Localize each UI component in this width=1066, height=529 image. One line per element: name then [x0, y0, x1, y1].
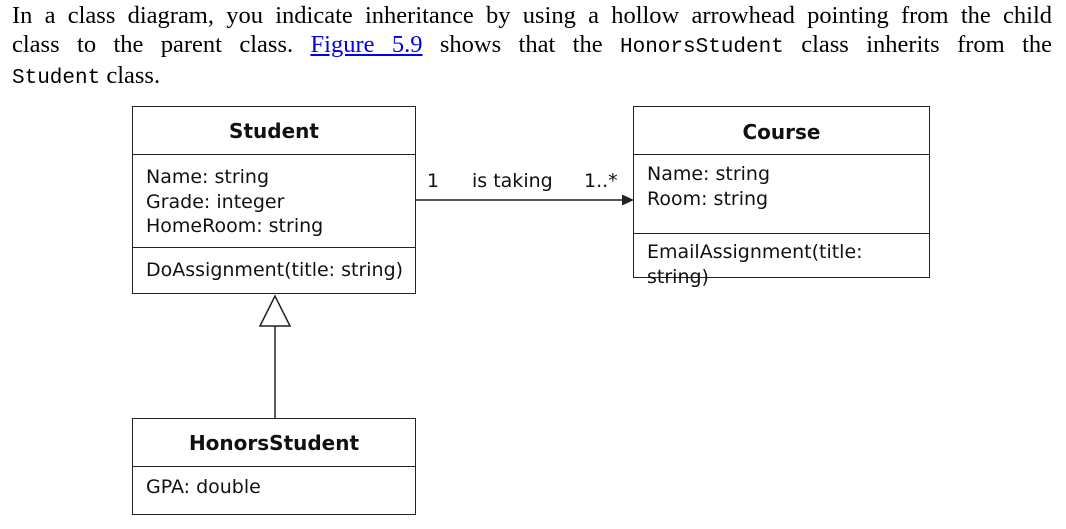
class-honorsstudent: HonorsStudent GPA: double — [132, 418, 416, 515]
class-student: Student Name: string Grade: integer Home… — [132, 106, 416, 294]
attribute: Name: string — [647, 163, 771, 185]
class-course: Course Name: string Room: string EmailAs… — [633, 106, 930, 288]
attribute-section: Name: string Room: string — [634, 155, 929, 234]
attribute: Grade: integer — [146, 190, 285, 213]
code-student: Student — [12, 67, 101, 90]
class-name: Student — [133, 107, 415, 155]
multiplicity-right: 1..* — [584, 170, 618, 192]
method: EmailAssignment(title: string) — [647, 241, 863, 288]
paragraph-text: class. — [106, 62, 161, 89]
multiplicity-left: 1 — [427, 170, 440, 192]
paragraph-line-1: In a class diagram, you indicate inherit… — [12, 2, 1052, 29]
attribute: Room: string — [647, 187, 769, 210]
paragraph-line-3: Student class. — [12, 62, 1052, 94]
attribute: GPA: double — [146, 476, 261, 498]
attribute-section: GPA: double — [133, 467, 415, 500]
paragraph-text: class to the parent class. — [12, 30, 294, 58]
paragraph-line-2: class to the parent class. Figure 5.9 sh… — [12, 31, 1052, 63]
attribute: Name: string — [146, 166, 270, 188]
method-section: DoAssignment(title: string) — [133, 248, 415, 283]
paragraph-text: class inherits from the — [801, 30, 1053, 58]
attribute-section: Name: string Grade: integer HomeRoom: st… — [133, 155, 415, 248]
paragraph-text: shows that the — [439, 30, 603, 58]
inheritance-arrowhead — [258, 294, 292, 327]
attribute: HomeRoom: string — [146, 215, 324, 237]
association-label: is taking — [472, 170, 553, 192]
method: DoAssignment(title: string) — [146, 259, 404, 281]
code-honorsstudent: HonorsStudent — [619, 35, 784, 59]
method-section: EmailAssignment(title: string) — [634, 234, 929, 289]
intro-paragraph: In a class diagram, you indicate inherit… — [12, 2, 1052, 94]
class-name: Course — [634, 107, 929, 155]
figure-link[interactable]: Figure 5.9 — [310, 30, 423, 58]
class-name: HonorsStudent — [133, 419, 415, 467]
